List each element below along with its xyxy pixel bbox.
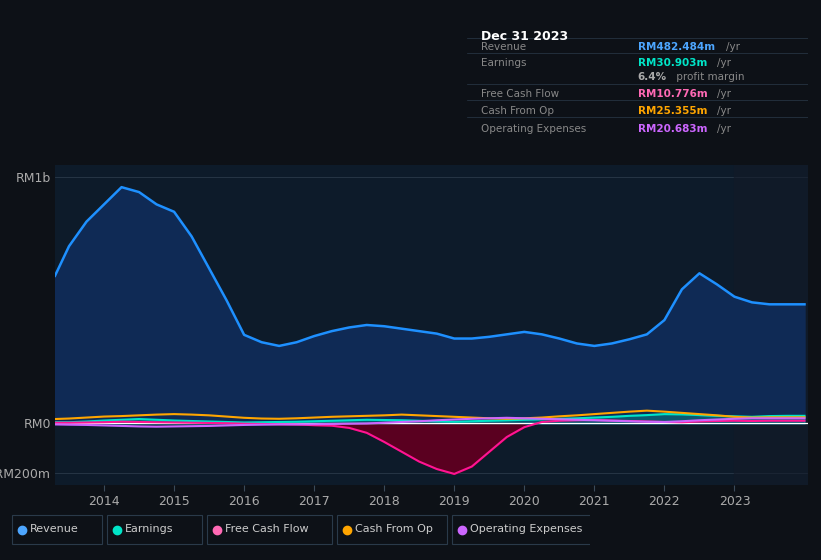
Text: Operating Expenses: Operating Expenses <box>470 525 582 534</box>
Text: Cash From Op: Cash From Op <box>480 106 553 116</box>
Text: Earnings: Earnings <box>125 525 173 534</box>
Text: RM10.776m: RM10.776m <box>637 89 707 99</box>
Text: /yr: /yr <box>718 58 732 68</box>
Text: RM30.903m: RM30.903m <box>637 58 707 68</box>
Text: Earnings: Earnings <box>480 58 526 68</box>
Text: Dec 31 2023: Dec 31 2023 <box>480 30 568 43</box>
Text: Operating Expenses: Operating Expenses <box>480 124 586 134</box>
Text: 6.4%: 6.4% <box>637 72 667 82</box>
Text: Revenue: Revenue <box>30 525 79 534</box>
Text: Free Cash Flow: Free Cash Flow <box>225 525 309 534</box>
Text: RM25.355m: RM25.355m <box>637 106 707 116</box>
Text: /yr: /yr <box>718 106 732 116</box>
Text: RM20.683m: RM20.683m <box>637 124 707 134</box>
FancyBboxPatch shape <box>107 515 202 544</box>
Text: Free Cash Flow: Free Cash Flow <box>480 89 559 99</box>
Bar <box>735 165 808 485</box>
Text: Cash From Op: Cash From Op <box>355 525 433 534</box>
Text: profit margin: profit margin <box>673 72 745 82</box>
Text: /yr: /yr <box>718 124 732 134</box>
FancyBboxPatch shape <box>207 515 332 544</box>
FancyBboxPatch shape <box>12 515 102 544</box>
Text: Revenue: Revenue <box>480 42 525 52</box>
FancyBboxPatch shape <box>452 515 597 544</box>
Text: /yr: /yr <box>726 42 741 52</box>
Text: /yr: /yr <box>718 89 732 99</box>
FancyBboxPatch shape <box>337 515 447 544</box>
Text: RM482.484m: RM482.484m <box>637 42 714 52</box>
